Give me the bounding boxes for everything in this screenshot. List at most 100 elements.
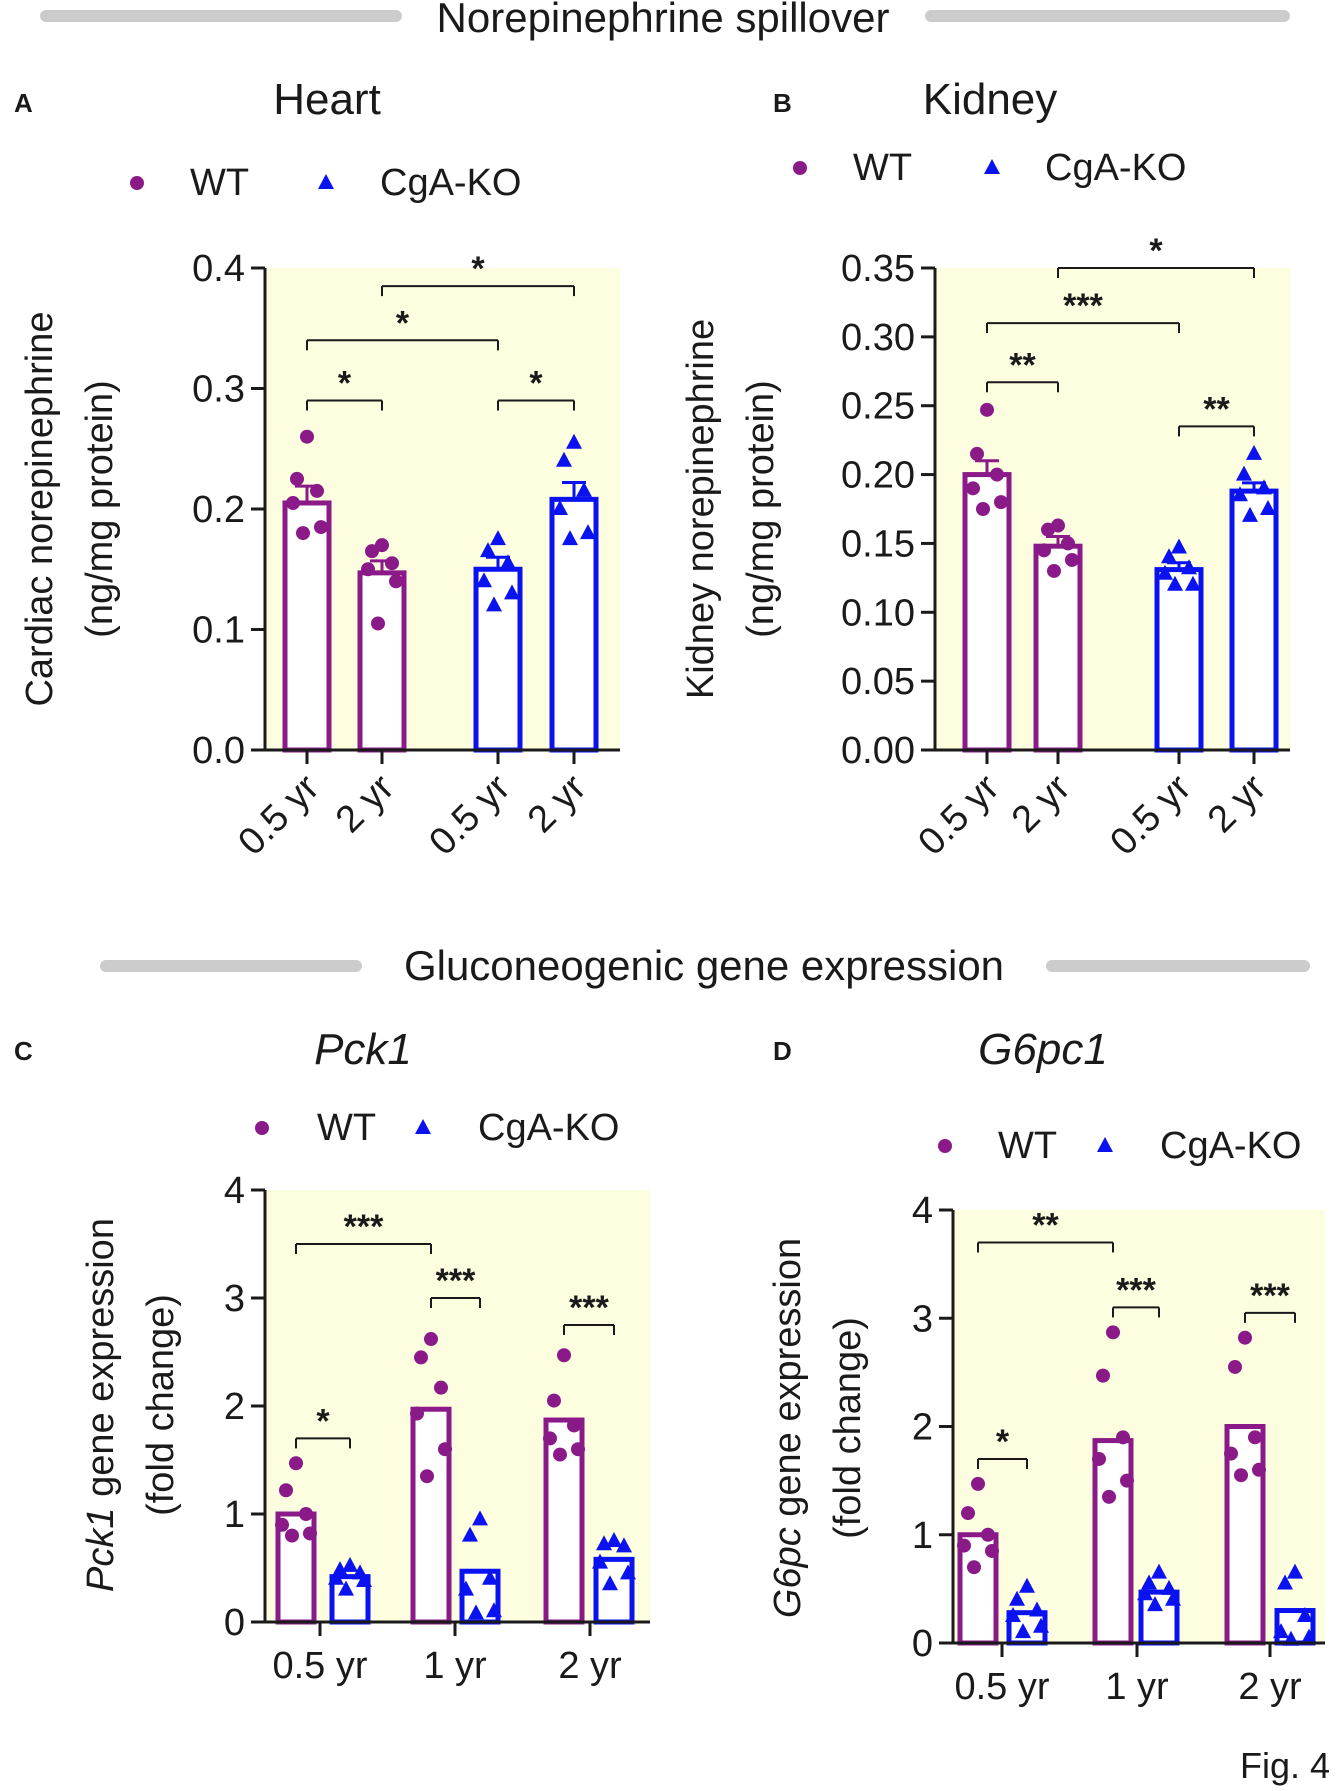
y-tick-label: 0.35 (841, 248, 915, 290)
data-point-ko (468, 1604, 484, 1620)
y-tick-label: 0.10 (841, 592, 915, 634)
x-tick-label: 0.5 yr (230, 766, 327, 863)
data-point-ko (580, 524, 596, 540)
data-point-wt (365, 544, 379, 559)
x-tick-label: 2 yr (520, 766, 595, 841)
y-axis-title: G6pc gene expression (fold change) (767, 1238, 869, 1618)
y-tick-label: 0.0 (192, 730, 245, 772)
data-point-wt (1037, 543, 1051, 558)
data-point-ko (1137, 1585, 1153, 1601)
legend-wt-marker (793, 161, 807, 175)
data-point-ko (1260, 500, 1276, 515)
data-point-ko (338, 1580, 354, 1596)
x-tick-label: 1 yr (423, 1645, 487, 1687)
data-point-wt (299, 1507, 313, 1521)
significance-stars: ** (1032, 1206, 1059, 1244)
data-point-wt (1224, 1446, 1238, 1461)
panel-b-kidney-chart: B Kidney WT CgA-KO 0.00 0.05 0.10 0.15 0.20 0.25 0… (680, 75, 1290, 864)
data-point-wt (279, 1483, 293, 1498)
data-point-ko (1171, 538, 1187, 554)
data-point-ko (1157, 564, 1173, 580)
data-point-wt (985, 1543, 999, 1558)
legend: WT CgA-KO (938, 1125, 1301, 1167)
data-point-wt (990, 467, 1004, 482)
data-point-ko (616, 1537, 632, 1553)
data-point-wt (310, 483, 324, 498)
significance-stars: * (316, 1402, 330, 1440)
x-tick-label: 0.5 yr (910, 766, 1007, 863)
y-tick-label: 1 (224, 1494, 245, 1536)
data-point-ko (1246, 444, 1262, 460)
y-axis-title-rest: gene expression (80, 1218, 122, 1507)
legend-wt-label: WT (317, 1107, 376, 1149)
data-point-wt (296, 526, 310, 541)
data-point-wt (547, 1393, 561, 1408)
data-point-wt (553, 1447, 567, 1462)
data-point-ko (1256, 479, 1272, 495)
top-divider-left (40, 10, 402, 22)
data-point-wt (967, 1560, 981, 1575)
figure-label: Fig. 4 (1240, 1745, 1330, 1786)
data-point-wt (1065, 552, 1079, 567)
panel-title: G6pc1 (978, 1025, 1108, 1074)
data-point-ko (606, 1532, 622, 1547)
y-axis-title-line: G6pc gene expression (767, 1238, 809, 1618)
y-tick-label: 0.15 (841, 523, 915, 565)
data-point-ko (1029, 1601, 1045, 1617)
plot-area (265, 1190, 650, 1622)
y-tick-label: 2 (224, 1386, 245, 1428)
significance-stars: *** (436, 1262, 476, 1300)
data-point-ko (472, 1510, 488, 1526)
data-point-ko (556, 451, 572, 467)
data-point-wt (303, 1526, 317, 1541)
y-axis-title-gene: Pck1 (80, 1507, 122, 1591)
x-tick-label: 0.5 yr (421, 766, 518, 863)
y-axis-title: Cardiac norepinephrine (ng/mg protein) (19, 311, 121, 706)
data-point-ko (1019, 1577, 1035, 1593)
data-point-wt (571, 1442, 585, 1457)
y-axis-title-line: (fold change) (140, 1294, 182, 1516)
legend-ko-label: CgA-KO (478, 1107, 619, 1149)
bar (962, 472, 1012, 753)
legend: WT CgA-KO (793, 147, 1186, 189)
data-point-ko (486, 596, 502, 612)
data-point-wt (290, 471, 304, 486)
x-tick-label: 2 yr (558, 1645, 622, 1687)
legend-ko-marker (1097, 1137, 1113, 1152)
data-point-ko (1033, 1617, 1049, 1633)
x-tick-label: 1 yr (1105, 1666, 1169, 1708)
significance-stars: *** (1063, 287, 1103, 325)
x-tick-label: 2 yr (1004, 766, 1079, 841)
bar (282, 500, 332, 753)
data-point-ko (602, 1575, 618, 1591)
significance-stars: * (1149, 232, 1163, 270)
data-point-ko (1236, 465, 1252, 481)
y-tick-label: 0.25 (841, 386, 915, 428)
data-point-ko (1015, 1623, 1031, 1639)
y-tick-label: 2 (912, 1407, 933, 1449)
data-point-wt (966, 481, 980, 496)
legend-wt-label: WT (998, 1125, 1057, 1167)
data-point-ko (1232, 486, 1248, 502)
data-point-wt (976, 502, 990, 516)
data-point-wt (1120, 1473, 1134, 1488)
data-point-ko (566, 433, 582, 449)
significance-stars: * (338, 365, 352, 403)
data-point-ko (1273, 1623, 1289, 1639)
data-point-wt (389, 574, 403, 589)
data-point-wt (970, 446, 984, 461)
panel-title: Kidney (923, 75, 1058, 124)
significance-stars: *** (569, 1289, 609, 1327)
data-point-wt (1041, 522, 1055, 537)
significance-stars: *** (344, 1208, 384, 1246)
bar (1154, 567, 1204, 753)
data-point-wt (371, 616, 385, 631)
bar (357, 570, 407, 753)
y-axis-title: Pck1 gene expression (fold change) (80, 1218, 182, 1592)
panel-letter: C (14, 1036, 33, 1066)
data-point-ko (476, 572, 492, 588)
y-tick-label: 0.00 (841, 730, 915, 772)
data-point-ko (1287, 1563, 1303, 1579)
y-tick-label: 0.2 (192, 489, 245, 531)
